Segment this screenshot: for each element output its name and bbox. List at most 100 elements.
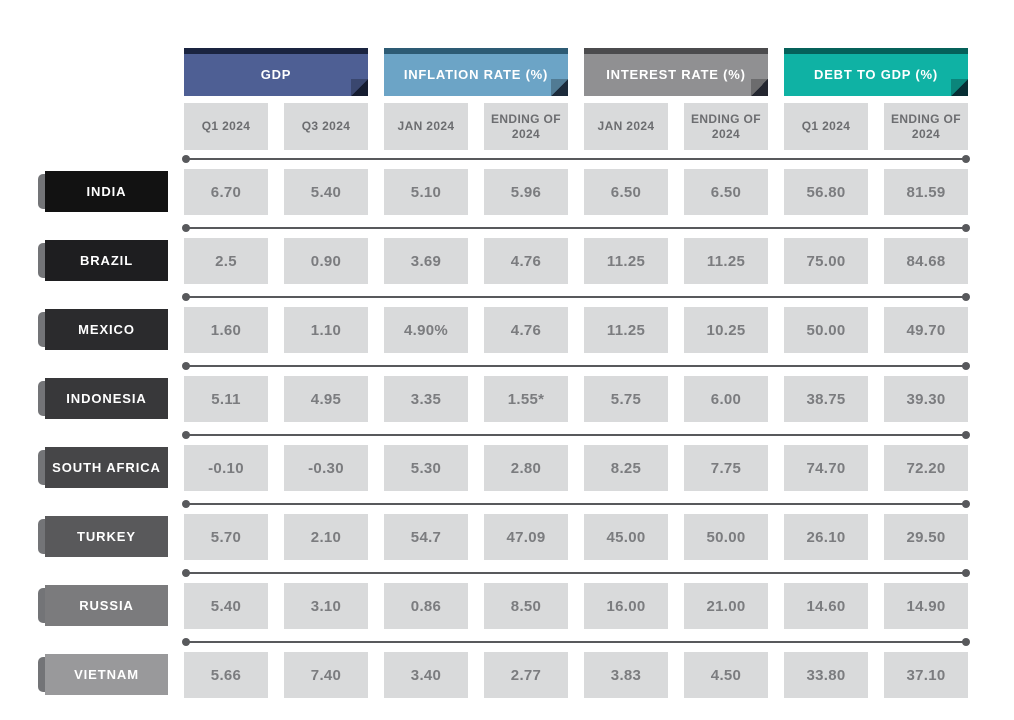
- data-cell: 2.5: [184, 238, 268, 284]
- data-cell: 81.59: [884, 169, 968, 215]
- country-label-russia: RUSSIA: [38, 585, 168, 626]
- data-cell: 0.90: [284, 238, 368, 284]
- data-cell: -0.10: [184, 445, 268, 491]
- data-cell: 8.25: [584, 445, 668, 491]
- header-top-strip: [784, 48, 968, 54]
- data-cell: 21.00: [684, 583, 768, 629]
- subheader-cell: ENDING OF 2024: [684, 103, 768, 150]
- data-cell: 3.69: [384, 238, 468, 284]
- data-cell: 3.40: [384, 652, 468, 698]
- data-cell: 4.76: [484, 307, 568, 353]
- data-cell: 1.55*: [484, 376, 568, 422]
- data-cell: 5.10: [384, 169, 468, 215]
- country-label-indonesia: INDONESIA: [38, 378, 168, 419]
- data-cell: 56.80: [784, 169, 868, 215]
- data-cell: 11.25: [584, 307, 668, 353]
- country-label-vietnam: VIETNAM: [38, 654, 168, 695]
- data-cell: 1.10: [284, 307, 368, 353]
- subheader-cell: Q1 2024: [784, 103, 868, 150]
- country-name: INDIA: [86, 184, 127, 199]
- folded-corner-icon: [951, 79, 968, 96]
- row-separator: [182, 431, 970, 439]
- data-cell: 49.70: [884, 307, 968, 353]
- data-cell: 5.30: [384, 445, 468, 491]
- data-cell: 4.76: [484, 238, 568, 284]
- table-row: 2.5 0.90 3.69 4.76 11.25 11.25 75.00 84.…: [184, 238, 968, 284]
- subheader-cell: ENDING OF 2024: [484, 103, 568, 150]
- country-name: TURKEY: [77, 529, 136, 544]
- data-cell: 1.60: [184, 307, 268, 353]
- table-row: 6.70 5.40 5.10 5.96 6.50 6.50 56.80 81.5…: [184, 169, 968, 215]
- data-cell: 5.40: [284, 169, 368, 215]
- data-cell: 7.40: [284, 652, 368, 698]
- country-label-south-africa: SOUTH AFRICA: [38, 447, 168, 488]
- folded-corner-icon: [551, 79, 568, 96]
- data-cell: 0.86: [384, 583, 468, 629]
- subheader-cell: JAN 2024: [384, 103, 468, 150]
- header-top-strip: [184, 48, 368, 54]
- table-row: 5.70 2.10 54.7 47.09 45.00 50.00 26.10 2…: [184, 514, 968, 560]
- table-row: 1.60 1.10 4.90% 4.76 11.25 10.25 50.00 4…: [184, 307, 968, 353]
- group-header-debt-to-gdp: DEBT TO GDP (%): [784, 48, 968, 96]
- group-header-inflation-rate: INFLATION RATE (%): [384, 48, 568, 96]
- header-top-strip: [584, 48, 768, 54]
- row-separator: [182, 500, 970, 508]
- group-header-label: GDP: [260, 67, 292, 82]
- data-cell: 11.25: [584, 238, 668, 284]
- data-cell: 6.00: [684, 376, 768, 422]
- table-row: 5.11 4.95 3.35 1.55* 5.75 6.00 38.75 39.…: [184, 376, 968, 422]
- data-cell: 54.7: [384, 514, 468, 560]
- row-separator: [182, 362, 970, 370]
- country-name: BRAZIL: [79, 253, 134, 268]
- country-name: RUSSIA: [79, 598, 134, 613]
- subheader-cell: Q1 2024: [184, 103, 268, 150]
- data-cell: 3.10: [284, 583, 368, 629]
- data-cell: 2.80: [484, 445, 568, 491]
- data-cell: 5.66: [184, 652, 268, 698]
- data-cell: 14.60: [784, 583, 868, 629]
- data-cell: 84.68: [884, 238, 968, 284]
- data-cell: 33.80: [784, 652, 868, 698]
- country-label-turkey: TURKEY: [38, 516, 168, 557]
- group-header-gdp: GDP: [184, 48, 368, 96]
- data-cell: 2.77: [484, 652, 568, 698]
- subheader-cell: Q3 2024: [284, 103, 368, 150]
- data-cell: 5.96: [484, 169, 568, 215]
- table-row: 5.40 3.10 0.86 8.50 16.00 21.00 14.60 14…: [184, 583, 968, 629]
- data-cell: 38.75: [784, 376, 868, 422]
- group-header-label: INTEREST RATE (%): [606, 67, 746, 82]
- data-cell: -0.30: [284, 445, 368, 491]
- group-header-label: INFLATION RATE (%): [403, 67, 549, 82]
- country-label-brazil: BRAZIL: [38, 240, 168, 281]
- data-cell: 74.70: [784, 445, 868, 491]
- data-cell: 6.50: [684, 169, 768, 215]
- data-cell: 6.50: [584, 169, 668, 215]
- data-cell: 75.00: [784, 238, 868, 284]
- group-header-interest-rate: INTEREST RATE (%): [584, 48, 768, 96]
- data-cell: 8.50: [484, 583, 568, 629]
- data-cell: 16.00: [584, 583, 668, 629]
- subheader-cell: JAN 2024: [584, 103, 668, 150]
- data-cell: 3.83: [584, 652, 668, 698]
- country-name: VIETNAM: [74, 667, 139, 682]
- data-cell: 6.70: [184, 169, 268, 215]
- data-cell: 7.75: [684, 445, 768, 491]
- data-cell: 4.95: [284, 376, 368, 422]
- row-separator: [182, 155, 970, 163]
- data-cell: 72.20: [884, 445, 968, 491]
- country-name: INDONESIA: [66, 391, 147, 406]
- row-separator: [182, 293, 970, 301]
- data-cell: 50.00: [784, 307, 868, 353]
- data-cell: 14.90: [884, 583, 968, 629]
- country-label-india: INDIA: [38, 171, 168, 212]
- country-label-mexico: MEXICO: [38, 309, 168, 350]
- subheader-cell: ENDING OF 2024: [884, 103, 968, 150]
- data-cell: 11.25: [684, 238, 768, 284]
- data-cell: 10.25: [684, 307, 768, 353]
- subheader-row: Q1 2024 Q3 2024 JAN 2024 ENDING OF 2024 …: [184, 103, 968, 150]
- row-separator: [182, 638, 970, 646]
- data-cell: 47.09: [484, 514, 568, 560]
- group-header-label: DEBT TO GDP (%): [814, 67, 938, 82]
- data-cell: 39.30: [884, 376, 968, 422]
